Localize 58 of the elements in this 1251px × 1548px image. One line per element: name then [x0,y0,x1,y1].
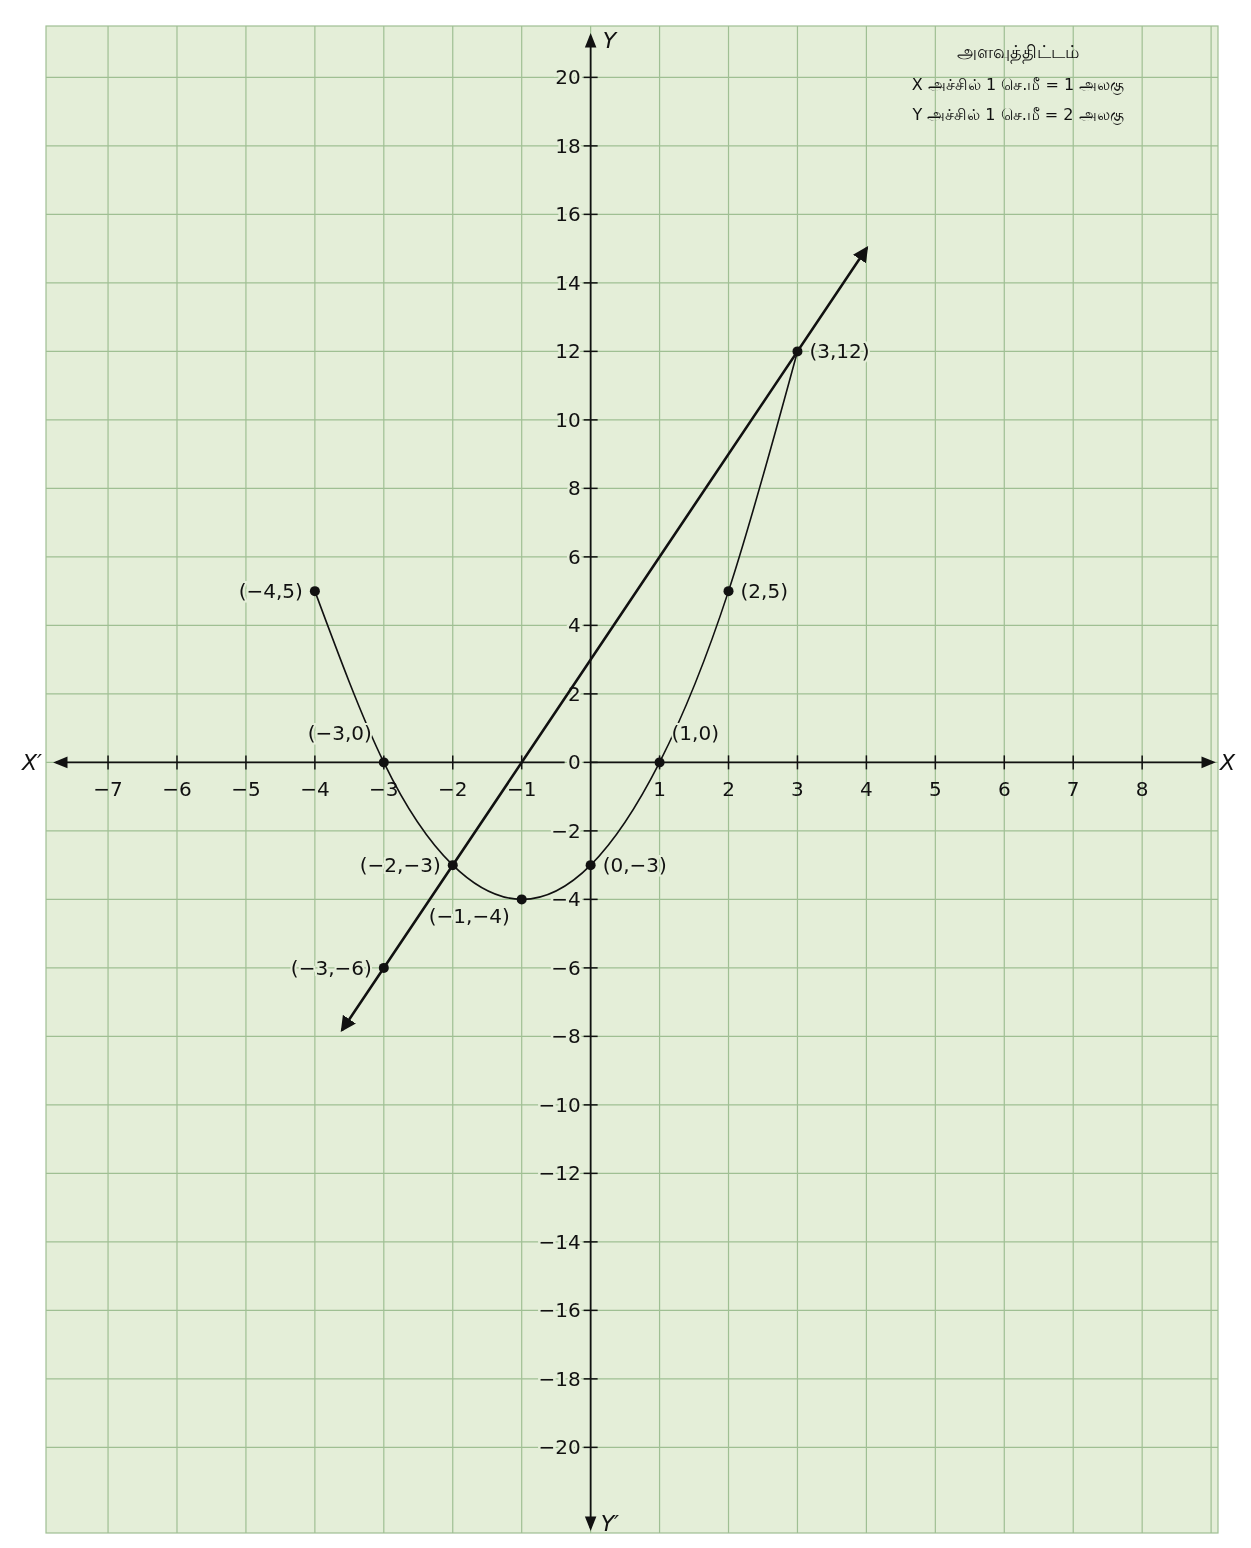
point [516,894,527,905]
point [378,962,389,973]
x-tick-label: −6 [162,777,192,802]
annotation: (1,0) [671,721,719,746]
y-tick-label: −20 [538,1435,581,1460]
point [723,586,734,597]
x-tick-label: 8 [1135,777,1149,802]
annotation: (−2,−3) [359,853,441,878]
y-tick-label: 18 [555,133,581,158]
annotation: (−3,0) [307,721,372,746]
annotation: Y அச்சில் 1 செ.மீ = 2 அலகு [911,105,1124,125]
annotation: Y′ [600,1511,620,1536]
y-tick-label: −8 [551,1024,581,1049]
x-tick-label: −5 [231,777,261,802]
x-tick-label: 5 [928,777,942,802]
y-tick-label: −2 [551,818,581,843]
x-tick-label: 4 [860,777,873,802]
y-tick-label: 14 [555,270,581,295]
x-tick-label: −7 [93,777,123,802]
y-tick-label: 10 [555,407,581,432]
x-tick-label: 1 [653,777,666,802]
annotation: (−4,5) [238,579,303,604]
x-tick-label: −4 [300,777,330,802]
x-tick-label: −1 [506,777,537,802]
y-tick-label: −10 [538,1092,581,1117]
y-tick-label: −4 [551,887,581,912]
y-tick-label: −18 [538,1366,581,1391]
x-tick-label: 6 [997,777,1011,802]
x-tick-label: −2 [438,777,468,802]
annotation: (−1,−4) [428,904,510,929]
text: அளவுத்திட்டம் [957,41,1079,64]
point [585,860,596,871]
y-axis-title: Y [602,28,618,53]
y-tick-label: −14 [538,1229,581,1254]
y-tick-label: −6 [551,955,581,980]
y-tick-label: −12 [538,1161,581,1186]
x-tick-label: 2 [722,777,735,802]
x-tick-label: 7 [1066,777,1080,802]
y-tick-label: 8 [567,476,581,501]
annotation: (0,−3) [602,853,667,878]
annotation: (2,5) [740,579,788,604]
y-tick-label: 4 [567,613,581,638]
point [309,586,320,597]
annotation: (3,12) [809,339,870,364]
x-axis-title: X [1219,750,1236,776]
y-tick-label: 16 [555,202,581,227]
annotation: X அச்சில் 1 செ.மீ = 1 அலகு [911,75,1125,95]
point [378,757,389,768]
annotation: (−3,−6) [290,955,372,980]
y-tick-label: 0 [567,750,581,775]
y-tick-label: −16 [538,1298,581,1323]
x-tick-label: 3 [791,777,804,802]
x-tick-label: −3 [369,777,399,802]
y-tick-label: 6 [567,544,581,569]
y-tick-label: 20 [555,65,581,90]
point [654,757,665,768]
y-tick-label: 12 [555,339,581,364]
text: X′ [20,750,42,776]
